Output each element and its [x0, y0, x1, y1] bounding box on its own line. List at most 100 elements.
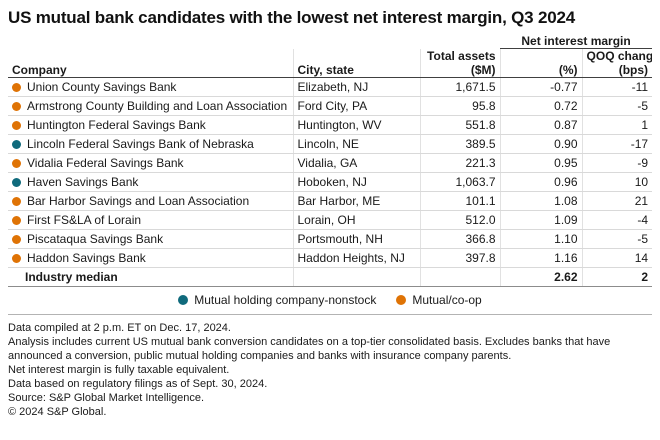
city-cell: Elizabeth, NJ [292, 77, 420, 97]
city-cell: Hoboken, NJ [292, 172, 420, 192]
table-row: Piscataqua Savings Bank Portsmouth, NH 3… [8, 229, 653, 249]
nim-cell: 1.08 [499, 191, 583, 211]
table-row: Huntington Federal Savings Bank Huntingt… [8, 115, 653, 135]
nim-cell: 0.90 [499, 134, 583, 154]
table-row: Bar Harbor Savings and Loan Association … [8, 191, 653, 211]
nim-cell: 1.10 [499, 229, 583, 249]
industry-median-row: Industry median 2.62 2 [8, 267, 653, 287]
table-row: Lincoln Federal Savings Bank of Nebraska… [8, 134, 653, 154]
qoq-cell: 14 [581, 248, 653, 268]
bank-type-dot-icon [12, 121, 21, 130]
column-header-total-assets: Total assets ($M) [419, 48, 501, 78]
bank-type-dot-icon [12, 83, 21, 92]
assets-cell: 221.3 [419, 153, 501, 173]
assets-cell: 389.5 [419, 134, 501, 154]
company-cell: Union County Savings Bank [8, 77, 293, 97]
assets-cell: 366.8 [419, 229, 501, 249]
bank-table: Net interest margin Company City, state … [8, 34, 653, 287]
company-cell: Vidalia Federal Savings Bank [8, 153, 293, 173]
table-row: Union County Savings Bank Elizabeth, NJ … [8, 77, 653, 97]
qoq-cell: -5 [581, 96, 653, 116]
column-header-nim-pct: (%) [499, 48, 583, 78]
nim-cell: 1.16 [499, 248, 583, 268]
assets-cell: 1,063.7 [419, 172, 501, 192]
footnote-nim: Net interest margin is fully taxable equ… [8, 364, 230, 376]
nim-cell: 0.87 [499, 115, 583, 135]
mutual-dot-icon [396, 295, 407, 305]
company-label: First FS&LA of Lorain [27, 213, 142, 227]
table-row: Haven Savings Bank Hoboken, NJ 1,063.7 0… [8, 172, 653, 192]
assets-cell: 101.1 [419, 191, 501, 211]
nim-cell: 0.95 [499, 153, 583, 173]
city-cell: Huntington, WV [292, 115, 420, 135]
assets-cell: 512.0 [419, 210, 501, 230]
qoq-cell: -5 [581, 229, 653, 249]
summary-row: Industry median 2.62 2 [8, 267, 653, 287]
mhc-dot-icon [178, 295, 189, 305]
bank-type-dot-icon [12, 197, 21, 206]
column-header-company: Company [8, 48, 293, 78]
company-label: Lincoln Federal Savings Bank of Nebraska [27, 137, 254, 151]
bank-type-dot-icon [12, 216, 21, 225]
summary-qoq-value: 2 [581, 267, 653, 287]
footnote-compiled: Data compiled at 2 p.m. ET on Dec. 17, 2… [8, 322, 231, 334]
column-header-city-state: City, state [292, 48, 420, 78]
assets-cell: 551.8 [419, 115, 501, 135]
bank-type-dot-icon [12, 254, 21, 263]
city-cell: Lincoln, NE [292, 134, 420, 154]
company-cell: Haven Savings Bank [8, 172, 293, 192]
company-label: Piscataqua Savings Bank [27, 232, 164, 246]
company-label: Union County Savings Bank [27, 80, 177, 94]
company-label: Bar Harbor Savings and Loan Association [27, 194, 250, 208]
company-cell: Huntington Federal Savings Bank [8, 115, 293, 135]
table-row: Armstrong County Building and Loan Assoc… [8, 96, 653, 116]
table-row: First FS&LA of Lorain Lorain, OH 512.0 1… [8, 210, 653, 230]
company-label: Haven Savings Bank [27, 175, 139, 189]
qoq-cell: 10 [581, 172, 653, 192]
span-header-net-interest-margin: Net interest margin [500, 34, 653, 49]
company-label: Armstrong County Building and Loan Assoc… [27, 99, 288, 113]
company-cell: First FS&LA of Lorain [8, 210, 293, 230]
assets-cell: 95.8 [419, 96, 501, 116]
company-cell: Armstrong County Building and Loan Assoc… [8, 96, 293, 116]
footnote-filings: Data based on regulatory filings as of S… [8, 378, 268, 390]
legend-item-mhc: Mutual holding company-nonstock [178, 293, 376, 307]
span-header-row: Net interest margin [8, 34, 653, 49]
company-cell: Lincoln Federal Savings Bank of Nebraska [8, 134, 293, 154]
nim-cell: -0.77 [499, 77, 583, 97]
city-cell: Vidalia, GA [292, 153, 420, 173]
city-cell: Bar Harbor, ME [292, 191, 420, 211]
table-row: Vidalia Federal Savings Bank Vidalia, GA… [8, 153, 653, 173]
footnotes: Data compiled at 2 p.m. ET on Dec. 17, 2… [0, 315, 660, 419]
source-line: Source: S&P Global Market Intelligence. [8, 392, 205, 404]
column-header-row: Company City, state Total assets ($M) (%… [8, 48, 653, 78]
city-cell: Portsmouth, NH [292, 229, 420, 249]
qoq-cell: -4 [581, 210, 653, 230]
table-row: Haddon Savings Bank Haddon Heights, NJ 3… [8, 248, 653, 268]
nim-cell: 0.96 [499, 172, 583, 192]
qoq-cell: -11 [581, 77, 653, 97]
copyright-line: © 2024 S&P Global. [8, 406, 107, 418]
summary-label: Industry median [8, 267, 293, 287]
bank-type-dot-icon [12, 140, 21, 149]
city-cell: Ford City, PA [292, 96, 420, 116]
bank-type-dot-icon [12, 102, 21, 111]
assets-cell: 397.8 [419, 248, 501, 268]
summary-nim-value: 2.62 [499, 267, 583, 287]
table-body: Union County Savings Bank Elizabeth, NJ … [8, 77, 653, 268]
nim-cell: 1.09 [499, 210, 583, 230]
footnote-analysis: Analysis includes current US mutual bank… [8, 336, 611, 362]
city-cell: Lorain, OH [292, 210, 420, 230]
legend-label-mutual: Mutual/co-op [412, 293, 482, 307]
nim-cell: 0.72 [499, 96, 583, 116]
company-cell: Haddon Savings Bank [8, 248, 293, 268]
city-cell: Haddon Heights, NJ [292, 248, 420, 268]
assets-cell: 1,671.5 [419, 77, 501, 97]
legend: Mutual holding company-nonstock Mutual/c… [8, 287, 652, 315]
company-cell: Piscataqua Savings Bank [8, 229, 293, 249]
page-title: US mutual bank candidates with the lowes… [8, 8, 575, 27]
column-header-qoq-change: QOQ change (bps) [581, 48, 653, 78]
company-label: Haddon Savings Bank [27, 251, 146, 265]
qoq-cell: 21 [581, 191, 653, 211]
